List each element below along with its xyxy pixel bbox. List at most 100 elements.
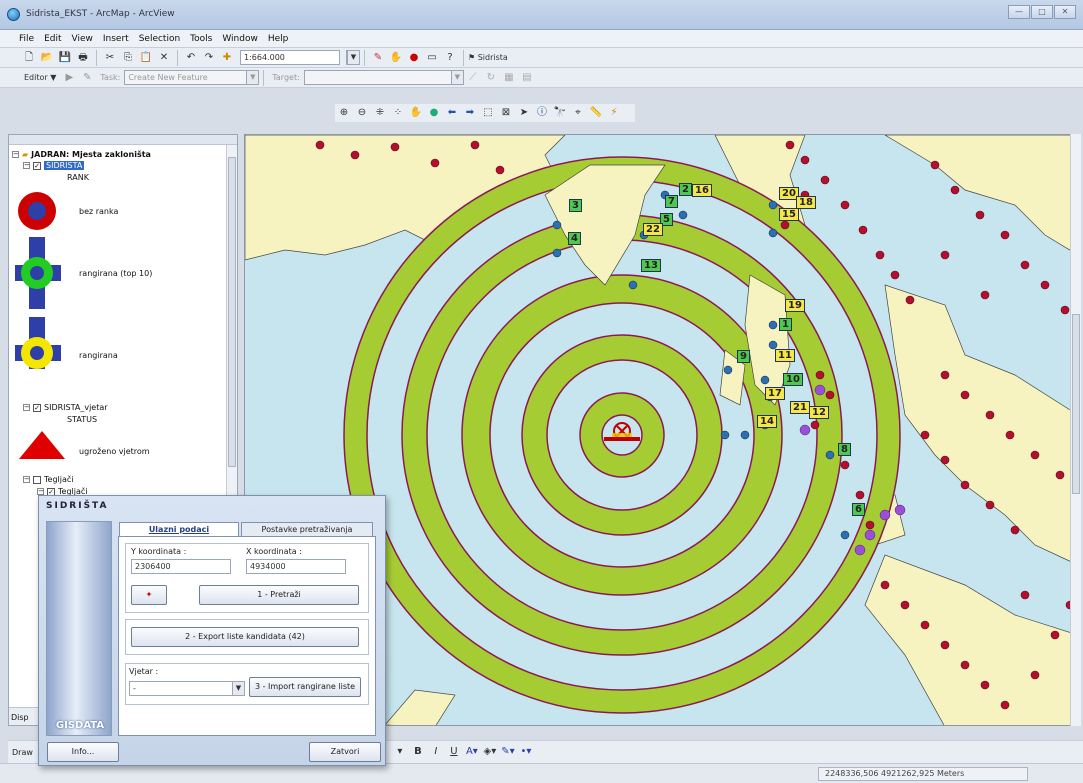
site-label[interactable]: 8 [838, 443, 851, 456]
site-label[interactable]: 21 [790, 401, 810, 414]
delete-icon[interactable]: ✕ [159, 51, 169, 63]
scale-dropdown[interactable]: ▼ [346, 50, 360, 65]
menu-file[interactable]: File [19, 33, 35, 44]
menu-insert[interactable]: Insert [102, 33, 129, 44]
cut-icon[interactable]: ✂ [105, 51, 115, 63]
rotate-icon[interactable]: ↻ [486, 71, 495, 83]
copy-icon[interactable]: ⎘ [124, 51, 132, 63]
menu-tools[interactable]: Tools [190, 33, 213, 44]
add-data-icon[interactable]: ✚ [222, 51, 232, 63]
select-features-icon[interactable]: ⬚ [483, 107, 493, 118]
sidrista-toolbar-button[interactable]: ⚑ Sidrista [468, 53, 508, 62]
select-elements-icon[interactable]: ➤ [519, 107, 529, 118]
site-label[interactable]: 7 [665, 195, 678, 208]
site-label[interactable]: 1 [779, 318, 792, 331]
site-label[interactable]: 4 [568, 232, 581, 245]
print-icon[interactable]: 🖶 [78, 51, 88, 63]
site-label[interactable]: 14 [757, 415, 777, 428]
maximize-button[interactable]: □ [1031, 5, 1053, 19]
command-line-icon[interactable]: ▭ [427, 51, 437, 63]
save-icon[interactable]: 💾 [58, 51, 72, 63]
measure-icon[interactable]: 📏 [589, 107, 603, 118]
menu-help[interactable]: Help [267, 33, 289, 44]
toc-layer-tegljaci[interactable]: − Tegljači [23, 475, 74, 484]
toc-layer-sidrista[interactable]: − ✓ SIDRISTA [23, 161, 85, 170]
forward-extent-icon[interactable]: ➡ [465, 107, 475, 118]
site-label[interactable]: 5 [660, 213, 673, 226]
font-size-dropdown[interactable]: ▾ [397, 746, 403, 757]
y-coordinate-input[interactable]: 2306400 [131, 559, 231, 574]
tab-postavke-pretrazivanja[interactable]: Postavke pretraživanja [241, 522, 373, 537]
line-color-icon[interactable]: ✎▾ [501, 746, 515, 757]
zoom-out-icon[interactable]: ⊖ [357, 107, 367, 118]
scale-input[interactable]: 1:664.000 [240, 50, 340, 65]
undo-icon[interactable]: ↶ [186, 51, 196, 63]
go-to-xy-icon[interactable]: ⌖ [575, 107, 581, 118]
tab-ulazni-podaci[interactable]: Ulazni podaci [119, 522, 239, 537]
pan-icon[interactable]: ✋ [409, 107, 423, 118]
toc-scrollbar[interactable] [226, 145, 237, 725]
site-label[interactable]: 12 [809, 406, 829, 419]
info-button[interactable]: Info... [47, 742, 119, 762]
site-label[interactable]: 17 [765, 387, 785, 400]
site-label[interactable]: 2 [679, 183, 692, 196]
clear-selection-icon[interactable]: ⊠ [501, 107, 511, 118]
attributes-icon[interactable]: ▦ [504, 71, 514, 83]
sketch-properties-icon[interactable]: ▤ [522, 71, 532, 83]
toc-sublayer-tegljaci[interactable]: − ✓ Tegljači [37, 487, 88, 496]
site-label[interactable]: 6 [852, 503, 865, 516]
menu-view[interactable]: View [71, 33, 93, 44]
export-candidates-button[interactable]: 2 - Export liste kandidata (42) [131, 627, 359, 647]
toc-layer-sidrista-vjetar[interactable]: − ✓ SIDRISTA_vjetar [23, 403, 108, 412]
toc-scroll-thumb[interactable] [228, 157, 236, 467]
site-label[interactable]: 3 [569, 199, 582, 212]
marker-color-icon[interactable]: •▾ [520, 746, 532, 757]
full-extent-icon[interactable]: ● [429, 107, 439, 118]
italic-icon[interactable]: I [434, 746, 438, 757]
map-scroll-thumb[interactable] [1072, 314, 1080, 494]
edit-tool-icon[interactable]: ▶ [65, 71, 74, 83]
hyperlink-icon[interactable]: ⚡ [610, 107, 618, 118]
target-select[interactable]: ▼ [303, 70, 464, 85]
find-icon[interactable]: 🔭 [553, 107, 567, 118]
arccatalog-icon[interactable]: ✋ [389, 51, 403, 63]
wind-select[interactable]: - ▼ [129, 681, 245, 696]
close-dialog-button[interactable]: Zatvori [309, 742, 381, 762]
split-icon[interactable]: ⟋ [469, 71, 477, 83]
editor-menu[interactable]: Editor ▼ [24, 73, 57, 82]
zoom-in-icon[interactable]: ⊕ [339, 107, 349, 118]
minimize-button[interactable]: — [1008, 5, 1030, 19]
site-label[interactable]: 9 [737, 350, 750, 363]
import-ranked-button[interactable]: 3 - Import rangirane liste [249, 677, 361, 697]
x-coordinate-input[interactable]: 4934000 [246, 559, 346, 574]
site-label[interactable]: 11 [775, 349, 795, 362]
editor-toolbar-icon[interactable]: ✎ [373, 51, 383, 63]
site-label[interactable]: 10 [783, 373, 803, 386]
fixed-zoom-in-icon[interactable]: ⁜ [375, 107, 385, 118]
site-label[interactable]: 22 [643, 223, 663, 236]
whats-this-icon[interactable]: ? [447, 51, 453, 63]
bold-icon[interactable]: B [414, 746, 422, 757]
identify-icon[interactable]: ⓘ [537, 107, 547, 118]
menu-window[interactable]: Window [222, 33, 258, 44]
fixed-zoom-out-icon[interactable]: ⁘ [393, 107, 403, 118]
site-label[interactable]: 18 [796, 196, 816, 209]
back-extent-icon[interactable]: ⬅ [447, 107, 457, 118]
site-label[interactable]: 16 [692, 184, 712, 197]
sketch-tool-icon[interactable]: ✎ [83, 71, 92, 83]
underline-icon[interactable]: U [450, 746, 458, 757]
arctoolbox-icon[interactable]: ● [409, 51, 419, 63]
map-scrollbar[interactable] [1070, 134, 1081, 726]
menu-selection[interactable]: Selection [138, 33, 181, 44]
pick-point-button[interactable]: ✦ [131, 585, 167, 605]
toc-group-jadran[interactable]: − ▰ JADRAN: Mjesta zakloništa [12, 150, 151, 159]
task-select[interactable]: Create New Feature ▼ [124, 70, 260, 85]
site-label[interactable]: 20 [779, 187, 799, 200]
close-button[interactable]: ✕ [1054, 5, 1076, 19]
fill-color-icon[interactable]: ◈▾ [483, 746, 497, 757]
new-icon[interactable]: 🗋 [24, 51, 34, 63]
map-view[interactable]: 2 16 7 3 5 22 4 13 20 18 15 19 1 11 9 10… [244, 134, 1077, 726]
search-button[interactable]: 1 - Pretraži [199, 585, 359, 605]
paste-icon[interactable]: 📋 [139, 51, 153, 63]
redo-icon[interactable]: ↷ [204, 51, 214, 63]
